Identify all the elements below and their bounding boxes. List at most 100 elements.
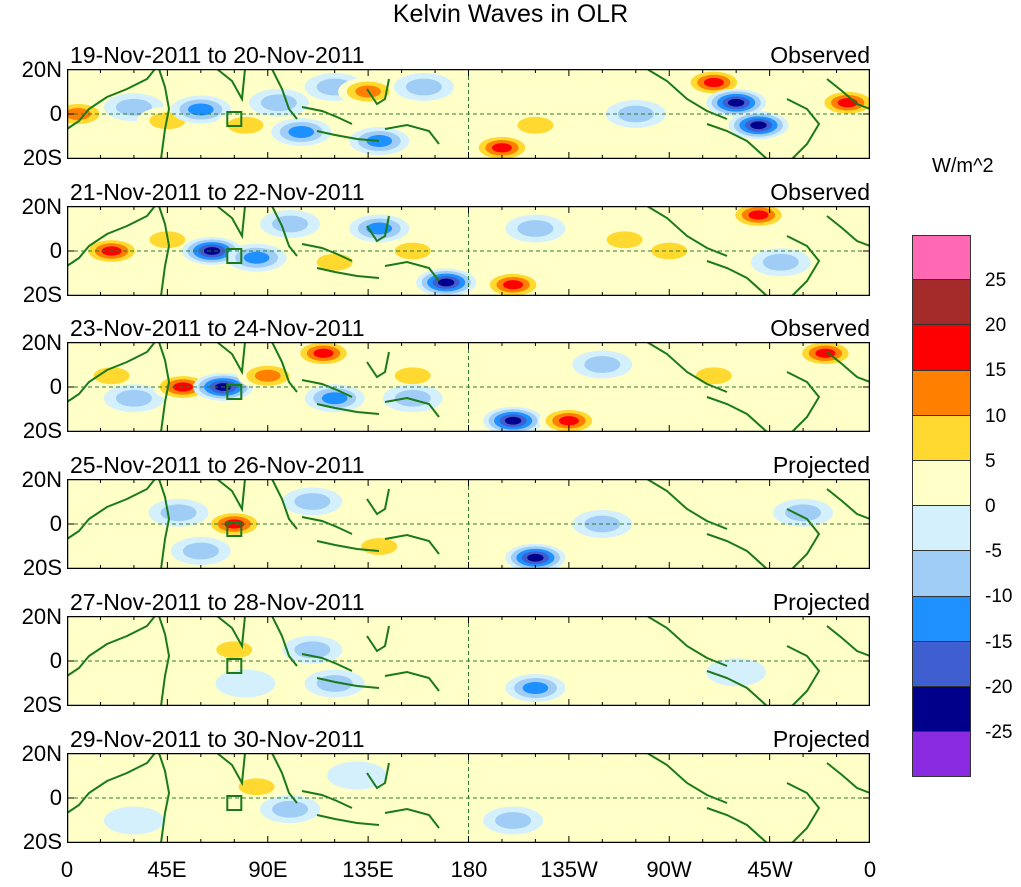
panel-status-label: Observed <box>770 179 870 205</box>
olr-anomaly-contour <box>706 658 767 687</box>
olr-anomaly-contour <box>288 126 315 138</box>
olr-anomaly-contour <box>762 253 799 271</box>
coastline <box>216 753 246 787</box>
olr-anomaly-map <box>67 479 870 569</box>
olr-anomaly-contour <box>272 800 309 818</box>
colorbar-swatch <box>912 686 971 733</box>
coastline <box>316 814 380 826</box>
olr-anomaly-contour <box>495 812 532 829</box>
coastline <box>67 479 156 540</box>
olr-anomaly-contour <box>606 231 643 249</box>
coastline <box>366 215 390 243</box>
lon-label: 135E <box>342 857 394 882</box>
coastline <box>216 342 246 376</box>
lat-label: 20S <box>22 555 62 580</box>
colorbar-swatch <box>912 415 971 461</box>
olr-anomaly-contour <box>254 369 281 382</box>
lat-label: 0 <box>49 511 62 536</box>
colorbar <box>912 235 971 778</box>
olr-anomaly-map <box>67 206 870 296</box>
olr-anomaly-map <box>67 616 870 706</box>
colorbar-swatch <box>912 460 971 507</box>
lon-label: 90E <box>248 857 288 882</box>
colorbar-label: -15 <box>985 632 1013 653</box>
coastline <box>67 753 156 814</box>
colorbar-label: -5 <box>985 541 1002 562</box>
coastline <box>786 645 821 706</box>
colorbar-label: 5 <box>985 451 996 472</box>
olr-anomaly-contour <box>394 367 431 385</box>
olr-anomaly-contour <box>504 416 522 425</box>
lon-label: 90W <box>646 857 692 882</box>
panel-date-range: 25-Nov-2011 to 26-Nov-2011 <box>70 452 365 478</box>
olr-anomaly-contour <box>103 806 164 835</box>
olr-anomaly-contour <box>491 143 512 153</box>
region-box <box>226 248 243 264</box>
colorbar-swatch <box>912 280 971 326</box>
coastline <box>158 342 171 432</box>
colorbar-label: 25 <box>985 270 1007 291</box>
lat-label: 0 <box>49 238 62 263</box>
coastline <box>786 508 821 569</box>
coastline <box>216 206 246 240</box>
colorbar-swatch <box>912 732 971 778</box>
olr-anomaly-map <box>67 69 870 159</box>
coastline <box>216 479 246 513</box>
olr-anomaly-contour <box>750 121 767 130</box>
map-panel: 25-Nov-2011 to 26-Nov-2011 Projected <box>67 452 870 569</box>
coastline <box>216 69 246 103</box>
coastline <box>826 215 870 247</box>
coastline <box>316 403 380 415</box>
coastline <box>316 540 380 552</box>
coastline <box>384 123 440 145</box>
coastline <box>67 69 156 130</box>
olr-anomaly-contour <box>703 77 724 88</box>
coastline <box>706 260 768 296</box>
olr-anomaly-contour <box>785 504 822 522</box>
coastline <box>366 625 390 653</box>
olr-anomaly-contour <box>727 98 745 107</box>
coastline <box>158 69 171 159</box>
lon-label: 45W <box>747 857 793 882</box>
olr-anomaly-contour <box>503 280 524 290</box>
coastline <box>158 616 171 706</box>
colorbar-label: -20 <box>985 677 1013 698</box>
map-panel: 29-Nov-2011 to 30-Nov-2011 Projected <box>67 726 870 843</box>
panel-date-range: 23-Nov-2011 to 24-Nov-2011 <box>70 315 365 341</box>
coastline <box>786 98 821 159</box>
lat-label: 20N <box>21 57 62 82</box>
olr-anomaly-contour <box>203 247 221 255</box>
olr-anomaly-contour <box>361 538 398 555</box>
panel-date-range: 19-Nov-2011 to 20-Nov-2011 <box>70 42 365 68</box>
olr-anomaly-contour <box>115 389 152 407</box>
colorbar-label: 20 <box>985 315 1007 336</box>
region-box <box>226 658 243 674</box>
colorbar-label: -25 <box>985 722 1013 743</box>
coastline <box>706 396 768 432</box>
olr-anomaly-map <box>67 753 870 843</box>
coastline <box>786 235 821 296</box>
coastline <box>786 371 821 432</box>
colorbar-swatch <box>912 551 971 597</box>
olr-anomaly-contour <box>215 669 276 698</box>
colorbar-swatch <box>912 641 971 687</box>
lat-label: 20N <box>21 604 62 629</box>
olr-anomaly-contour <box>438 278 455 287</box>
coastline <box>384 260 440 282</box>
panel-date-range: 27-Nov-2011 to 28-Nov-2011 <box>70 589 365 615</box>
lat-label: 20N <box>21 741 62 766</box>
coastline <box>384 396 440 418</box>
panel-date-range: 29-Nov-2011 to 30-Nov-2011 <box>70 726 365 752</box>
lat-label: 0 <box>49 374 62 399</box>
coastline <box>826 488 870 520</box>
coastline <box>366 762 390 790</box>
olr-anomaly-contour <box>321 392 348 405</box>
olr-anomaly-contour <box>216 641 253 659</box>
coastline <box>384 807 440 829</box>
olr-anomaly-contour <box>272 215 309 233</box>
coastline <box>316 267 380 279</box>
olr-anomaly-map <box>67 342 870 432</box>
coastline <box>216 616 246 650</box>
olr-anomaly-contour <box>294 493 331 510</box>
olr-anomaly-contour <box>67 108 92 120</box>
